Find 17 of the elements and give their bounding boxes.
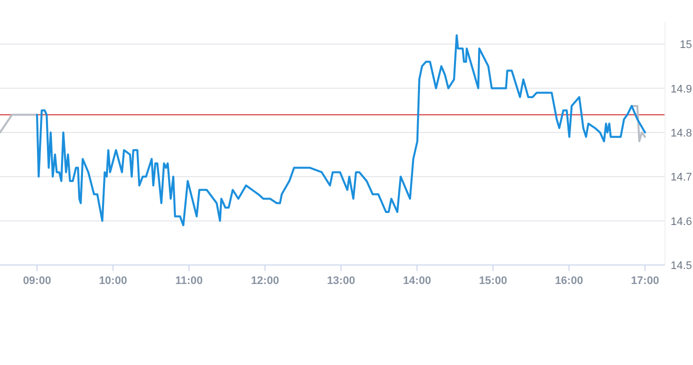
- x-tick-label: 11:00: [175, 275, 203, 287]
- x-tick-label: 13:00: [326, 275, 356, 287]
- line-series: [630, 104, 646, 142]
- y-tick-label: 14.6: [670, 216, 692, 228]
- x-tick-label: 16:00: [554, 275, 584, 287]
- y-tick-label: 15: [680, 39, 692, 52]
- x-tick-label: 14:00: [402, 275, 432, 287]
- x-tick-label: 17:00: [630, 275, 660, 287]
- x-tick-label: 09:00: [22, 275, 52, 287]
- line-series: [36, 34, 646, 226]
- x-tick-label: 12:00: [250, 275, 280, 287]
- y-tick-label: 14.9: [670, 83, 692, 96]
- y-tick-label: 14.7: [670, 172, 692, 184]
- x-tick-label: 15:00: [478, 275, 508, 287]
- x-tick-label: 10:00: [98, 275, 128, 287]
- y-tick-label: 14.5: [670, 260, 692, 272]
- y-tick-label: 14.8: [670, 127, 692, 140]
